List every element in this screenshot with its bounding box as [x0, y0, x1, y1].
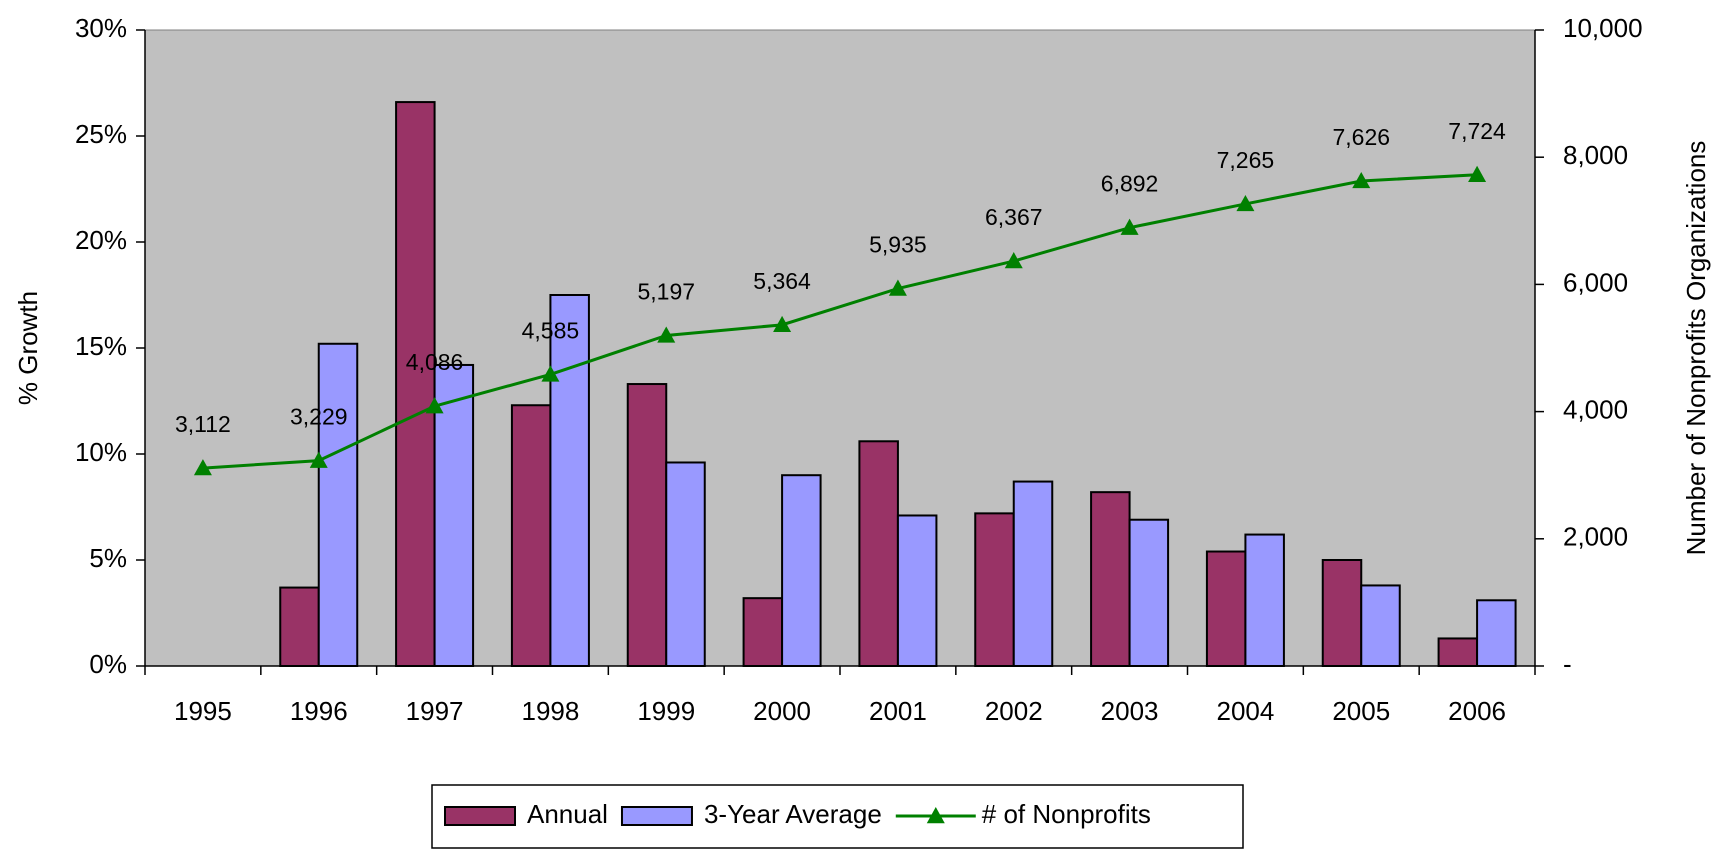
- bar: [395, 101, 436, 667]
- bar: [1476, 599, 1517, 668]
- marker: [309, 451, 328, 468]
- bar: [1128, 518, 1170, 667]
- bar: [510, 404, 552, 667]
- y2-axis-title: Number of Nonprofits Organizations: [1681, 141, 1711, 556]
- y-tick-label: 10%: [75, 437, 127, 467]
- data-label: 7,265: [1217, 147, 1275, 173]
- legend-box: [431, 784, 1244, 849]
- marker: [425, 397, 444, 414]
- data-label: 4,585: [522, 317, 580, 343]
- data-label: 3,112: [175, 411, 231, 437]
- bar: [279, 586, 320, 667]
- y2-tick-label: 2,000: [1563, 522, 1628, 552]
- x-tick-label: 2004: [1216, 696, 1274, 726]
- y-tick-label: 30%: [75, 13, 127, 43]
- bar: [896, 514, 938, 667]
- bar: [781, 474, 822, 668]
- marker: [1352, 171, 1371, 189]
- data-label: 5,197: [637, 279, 695, 305]
- bar: [1012, 480, 1054, 667]
- marker: [657, 326, 676, 343]
- y-tick-label: 5%: [89, 543, 127, 573]
- data-label: 6,367: [985, 204, 1043, 230]
- bar: [1090, 491, 1131, 667]
- legend-label: # of Nonprofits: [982, 799, 1151, 829]
- bar: [1321, 559, 1363, 667]
- legend-swatch: [620, 806, 693, 826]
- bar: [317, 342, 359, 667]
- y-tick-label: 15%: [75, 331, 127, 361]
- marker: [541, 365, 560, 382]
- x-tick-label: 1996: [290, 696, 348, 726]
- data-label: 5,935: [869, 232, 927, 258]
- marker: [193, 459, 212, 476]
- data-label: 5,364: [753, 268, 811, 294]
- bar: [742, 597, 784, 667]
- bar: [1205, 550, 1247, 668]
- data-label: 4,086: [406, 349, 464, 375]
- y2-tick-label: 4,000: [1563, 394, 1628, 424]
- x-tick-label: 2001: [869, 696, 927, 726]
- bar: [433, 363, 475, 667]
- data-label: 7,626: [1332, 124, 1390, 150]
- bar: [549, 294, 590, 667]
- x-tick-label: 2002: [985, 696, 1043, 726]
- marker: [888, 279, 907, 296]
- legend-label: 3-Year Average: [704, 799, 882, 829]
- legend-label: Annual: [527, 799, 608, 829]
- y2-tick-label: 8,000: [1563, 140, 1628, 170]
- data-label: 6,892: [1101, 171, 1159, 197]
- x-tick-label: 2000: [753, 696, 811, 726]
- y2-tick-label: 10,000: [1563, 13, 1643, 43]
- bar: [1360, 584, 1401, 667]
- legend-swatch: [444, 806, 516, 826]
- data-label: 7,724: [1448, 118, 1506, 144]
- bar: [665, 461, 706, 668]
- marker: [1468, 165, 1487, 182]
- x-tick-label: 1999: [637, 696, 695, 726]
- line: [202, 173, 1478, 470]
- y2-tick-label: -: [1563, 649, 1572, 679]
- x-tick-label: 1998: [521, 696, 579, 726]
- bar: [1244, 533, 1285, 667]
- bar: [858, 440, 899, 667]
- bar: [974, 512, 1015, 667]
- plot-area: [144, 29, 1536, 667]
- legend: Annual 3-Year Average # of Nonprofits: [431, 784, 1244, 849]
- x-tick-label: 2005: [1332, 696, 1390, 726]
- marker: [1236, 194, 1255, 212]
- data-label: 3,229: [290, 404, 348, 430]
- y-tick-label: 0%: [89, 649, 127, 679]
- bar: [1437, 637, 1479, 668]
- x-tick-label: 1995: [174, 696, 232, 726]
- marker: [773, 315, 792, 333]
- legend-marker: [926, 807, 945, 824]
- marker: [1004, 252, 1023, 269]
- x-tick-label: 1997: [406, 696, 464, 726]
- y-axis-title: % Growth: [13, 291, 43, 405]
- x-tick-label: 2006: [1448, 696, 1506, 726]
- marker: [1120, 218, 1139, 235]
- y-tick-label: 20%: [75, 225, 127, 255]
- bar: [626, 383, 668, 667]
- y2-tick-label: 6,000: [1563, 267, 1628, 297]
- x-tick-label: 2003: [1101, 696, 1159, 726]
- y-tick-label: 25%: [75, 119, 127, 149]
